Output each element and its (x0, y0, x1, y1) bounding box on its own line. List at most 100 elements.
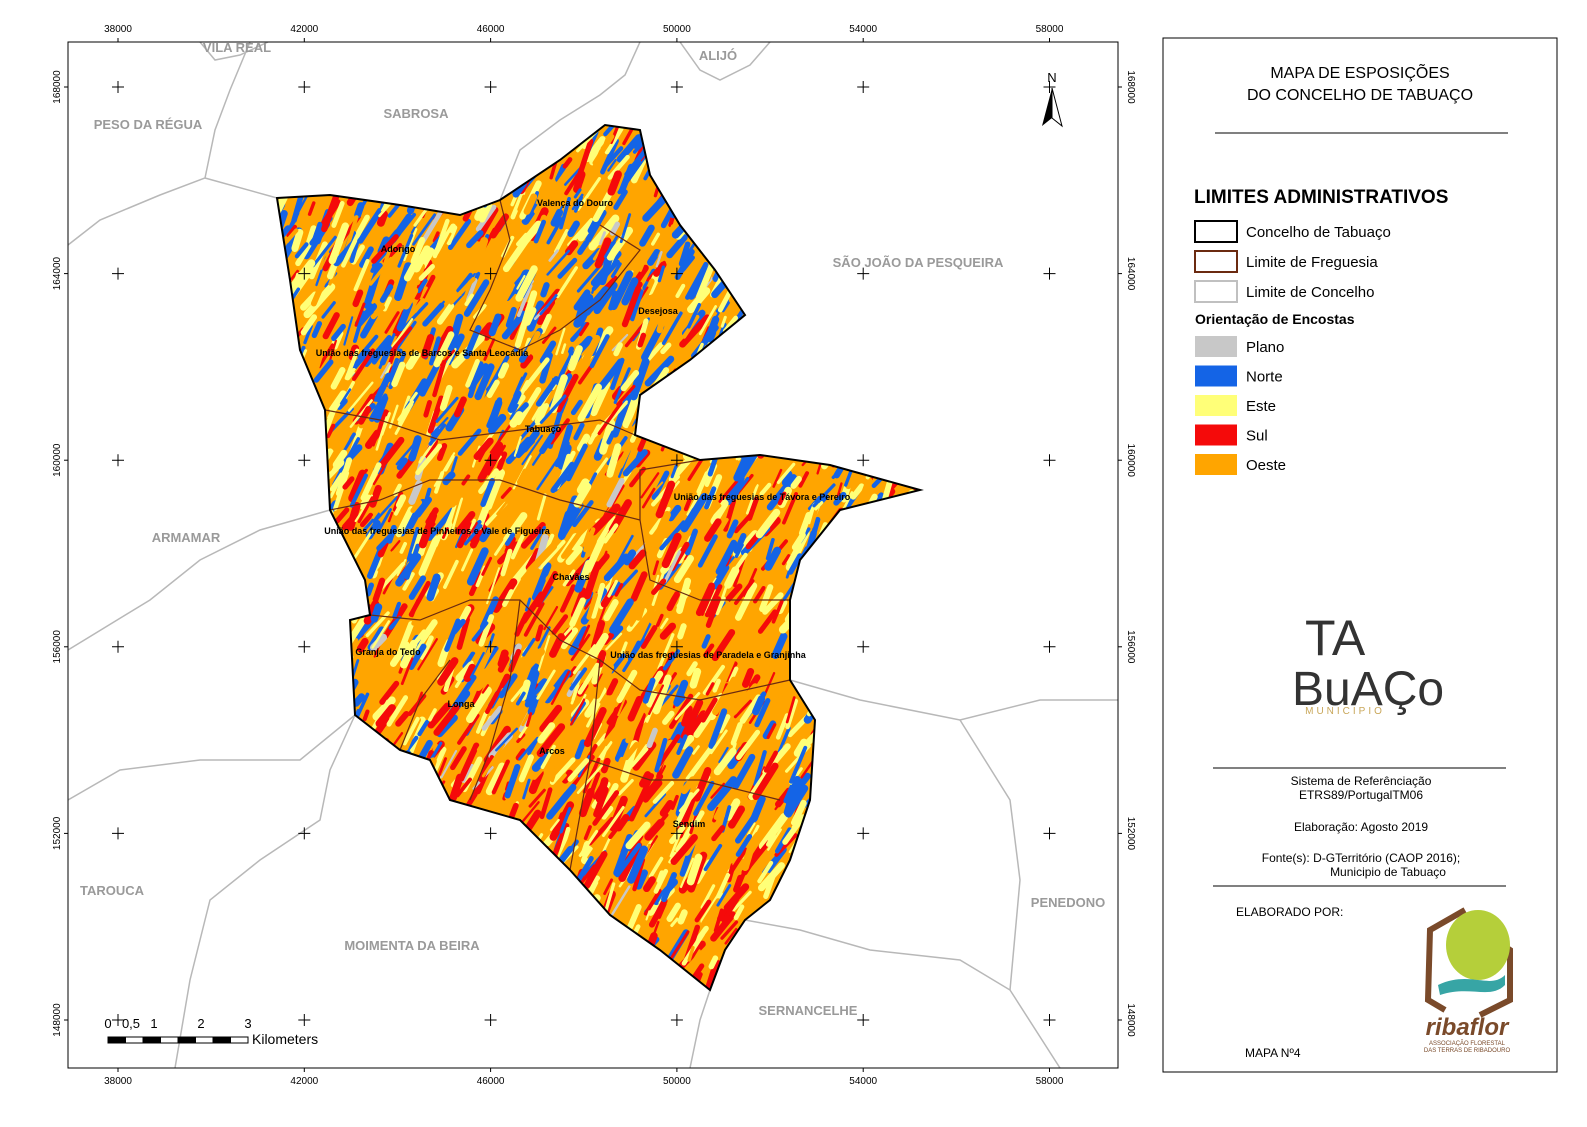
parish-label: União das freguesias de Távora e Pereiro (674, 492, 851, 502)
aspect-stripe (287, 210, 300, 232)
aspect-stripe (703, 643, 715, 658)
aspect-stripe (481, 684, 490, 694)
aspect-stripe (644, 792, 667, 818)
aspect-stripe (365, 582, 374, 597)
legend-swatch (1195, 395, 1237, 416)
x-tick-label: 46000 (477, 24, 505, 35)
aspect-stripe (673, 554, 695, 584)
aspect-stripe (462, 651, 476, 669)
aspect-stripe (535, 685, 555, 712)
aspect-stripe (408, 580, 431, 617)
aspect-stripe (532, 265, 554, 287)
aspect-stripe (606, 226, 634, 261)
scale-segment (212, 1036, 231, 1044)
aspect-stripe (645, 342, 664, 362)
aspect-stripe (526, 409, 536, 425)
aspect-stripe (741, 840, 756, 872)
aspect-stripe (559, 584, 576, 613)
aspect-stripe (484, 468, 506, 511)
aspect-stripe (371, 289, 379, 304)
aspect-stripe (374, 372, 392, 402)
aspect-stripe (440, 349, 456, 367)
aspect-stripe (733, 874, 744, 893)
grid-cross (112, 1014, 124, 1026)
aspect-stripe (408, 480, 423, 505)
aspect-stripe (711, 600, 731, 624)
aspect-stripe (657, 265, 665, 283)
aspect-stripe (738, 470, 764, 507)
aspect-stripe (526, 300, 545, 332)
aspect-stripe (555, 573, 570, 589)
aspect-stripe (591, 259, 620, 291)
aspect-stripe (644, 818, 665, 841)
aspect-stripe (515, 372, 528, 393)
aspect-stripe (494, 534, 510, 556)
neighbor-label: PENEDONO (1031, 895, 1105, 910)
aspect-stripe (369, 699, 390, 733)
aspect-stripe (562, 569, 576, 587)
source: Fonte(s): D-GTerritório (CAOP 2016); (1262, 851, 1461, 865)
aspect-stripe (537, 626, 551, 650)
legend-label: Plano (1246, 339, 1284, 356)
aspect-stripe (606, 477, 625, 508)
aspect-stripe (481, 556, 493, 576)
aspect-stripe (732, 753, 756, 790)
aspect-stripe (489, 421, 514, 454)
aspect-stripe (578, 322, 590, 337)
aspect-stripe (410, 236, 426, 265)
aspect-stripe (525, 548, 541, 571)
aspect-stripe (570, 698, 586, 726)
aspect-stripe (481, 743, 506, 778)
aspect-stripe (734, 582, 758, 621)
scale-label: 2 (197, 1016, 204, 1031)
grid-cross (857, 640, 870, 653)
aspect-stripe (757, 860, 774, 884)
aspect-stripe (574, 196, 584, 213)
aspect-stripe (592, 134, 615, 166)
aspect-stripe (436, 302, 455, 325)
aspect-stripe (576, 334, 601, 374)
aspect-stripe (395, 710, 410, 727)
aspect-stripe (693, 780, 715, 816)
aspect-stripe (549, 818, 560, 831)
aspect-stripe (477, 322, 494, 340)
map-labels: VILA REAL ALIJÓ PESO DA RÉGUA SABROSA SÃO JO… (80, 42, 1105, 1018)
aspect-stripe (436, 442, 448, 462)
aspect-stripe (628, 796, 645, 822)
y-tick-label: 148000 (1125, 1003, 1136, 1037)
legend-heading: LIMITES ADMINISTRATIVOS (1194, 187, 1448, 208)
aspect-stripe (539, 293, 558, 316)
aspect-stripe (592, 790, 620, 826)
aspect-stripe (638, 245, 652, 272)
aspect-stripe (414, 263, 426, 286)
aspect-stripe (711, 825, 726, 842)
aspect-stripe (457, 713, 480, 745)
aspect-stripe (568, 626, 589, 656)
aspect-stripe (370, 261, 379, 273)
aspect-stripe (686, 661, 698, 677)
aspect-stripe (518, 736, 539, 761)
aspect-stripe (505, 436, 532, 465)
aspect-stripe (660, 617, 669, 630)
aspect-stripe (419, 286, 428, 300)
aspect-stripe (629, 607, 644, 627)
aspect-stripe (692, 561, 711, 584)
aspect-stripe (662, 710, 675, 725)
aspect-stripe (704, 518, 722, 542)
aspect-stripe (746, 496, 759, 521)
aspect-stripe (576, 138, 594, 178)
neighbor-label: TAROUCA (80, 883, 145, 898)
parish-label: Valença do Douro (537, 198, 614, 208)
aspect-stripe (385, 618, 405, 645)
aspect-stripe (523, 601, 545, 637)
aspect-stripe (306, 225, 317, 245)
aspect-stripe (577, 240, 589, 255)
aspect-stripe (734, 811, 760, 844)
aspect-stripe (790, 475, 802, 489)
aspect-stripe (555, 373, 579, 413)
map-frame (67, 41, 1119, 1069)
grid-cross (298, 81, 311, 93)
aspect-stripe (397, 233, 414, 268)
aspect-stripe (408, 575, 427, 600)
aspect-stripe (617, 437, 636, 470)
